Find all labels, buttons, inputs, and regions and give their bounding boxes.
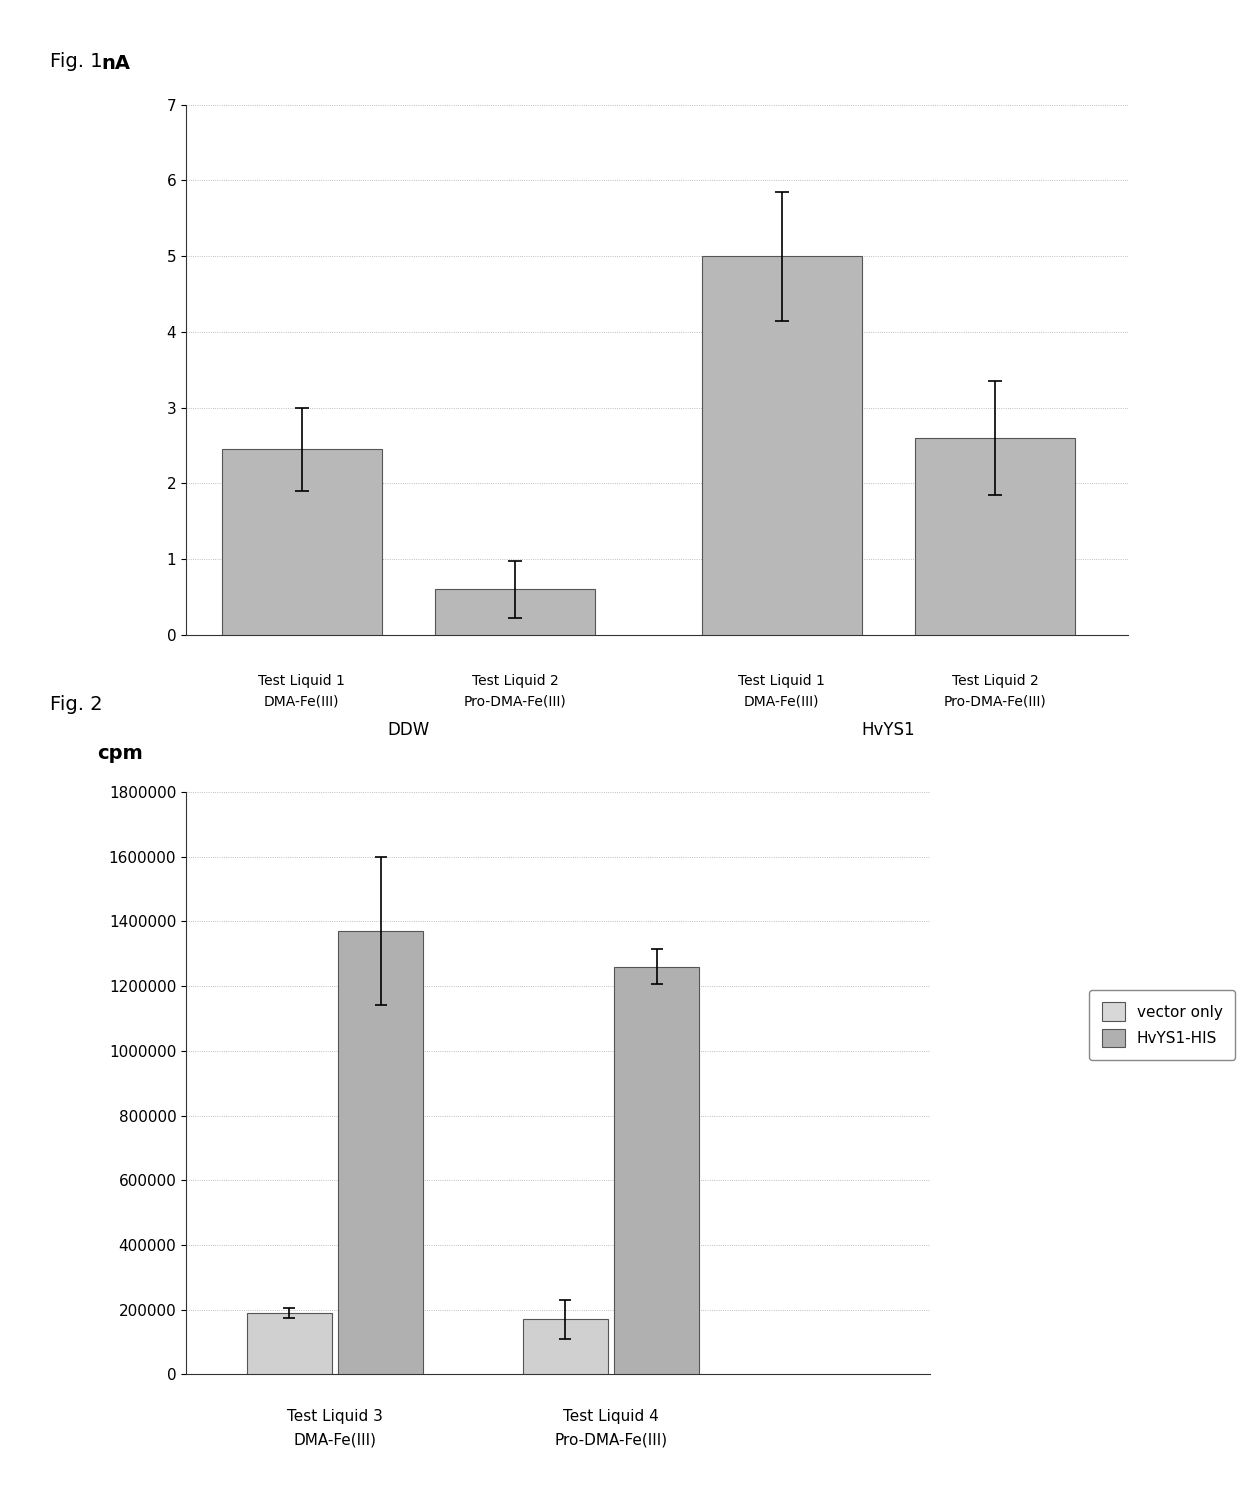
Text: Pro-DMA-Fe(III): Pro-DMA-Fe(III) <box>944 695 1047 708</box>
Text: DDW: DDW <box>387 722 429 740</box>
Text: Pro-DMA-Fe(III): Pro-DMA-Fe(III) <box>554 1433 667 1448</box>
Text: Test Liquid 3: Test Liquid 3 <box>286 1409 383 1424</box>
Text: cpm: cpm <box>97 744 143 762</box>
Text: Test Liquid 1: Test Liquid 1 <box>738 674 825 687</box>
Bar <box>247 1313 331 1374</box>
Bar <box>614 967 699 1374</box>
Text: Fig. 1: Fig. 1 <box>50 52 102 72</box>
Legend: vector only, HvYS1-HIS: vector only, HvYS1-HIS <box>1090 991 1235 1059</box>
Text: Pro-DMA-Fe(III): Pro-DMA-Fe(III) <box>464 695 567 708</box>
Text: Test Liquid 2: Test Liquid 2 <box>951 674 1038 687</box>
Text: Test Liquid 4: Test Liquid 4 <box>563 1409 658 1424</box>
Text: Fig. 2: Fig. 2 <box>50 695 102 714</box>
Text: HvYS1: HvYS1 <box>862 722 915 740</box>
Text: DMA-Fe(III): DMA-Fe(III) <box>744 695 820 708</box>
Bar <box>523 1319 608 1374</box>
Text: DMA-Fe(III): DMA-Fe(III) <box>294 1433 376 1448</box>
Bar <box>702 255 862 635</box>
Bar <box>435 590 595 635</box>
Text: Test Liquid 1: Test Liquid 1 <box>258 674 345 687</box>
Text: nA: nA <box>102 54 130 73</box>
Text: Test Liquid 2: Test Liquid 2 <box>471 674 558 687</box>
Bar <box>915 438 1075 635</box>
Bar <box>222 450 382 635</box>
Bar <box>339 931 423 1374</box>
Text: DMA-Fe(III): DMA-Fe(III) <box>264 695 340 708</box>
